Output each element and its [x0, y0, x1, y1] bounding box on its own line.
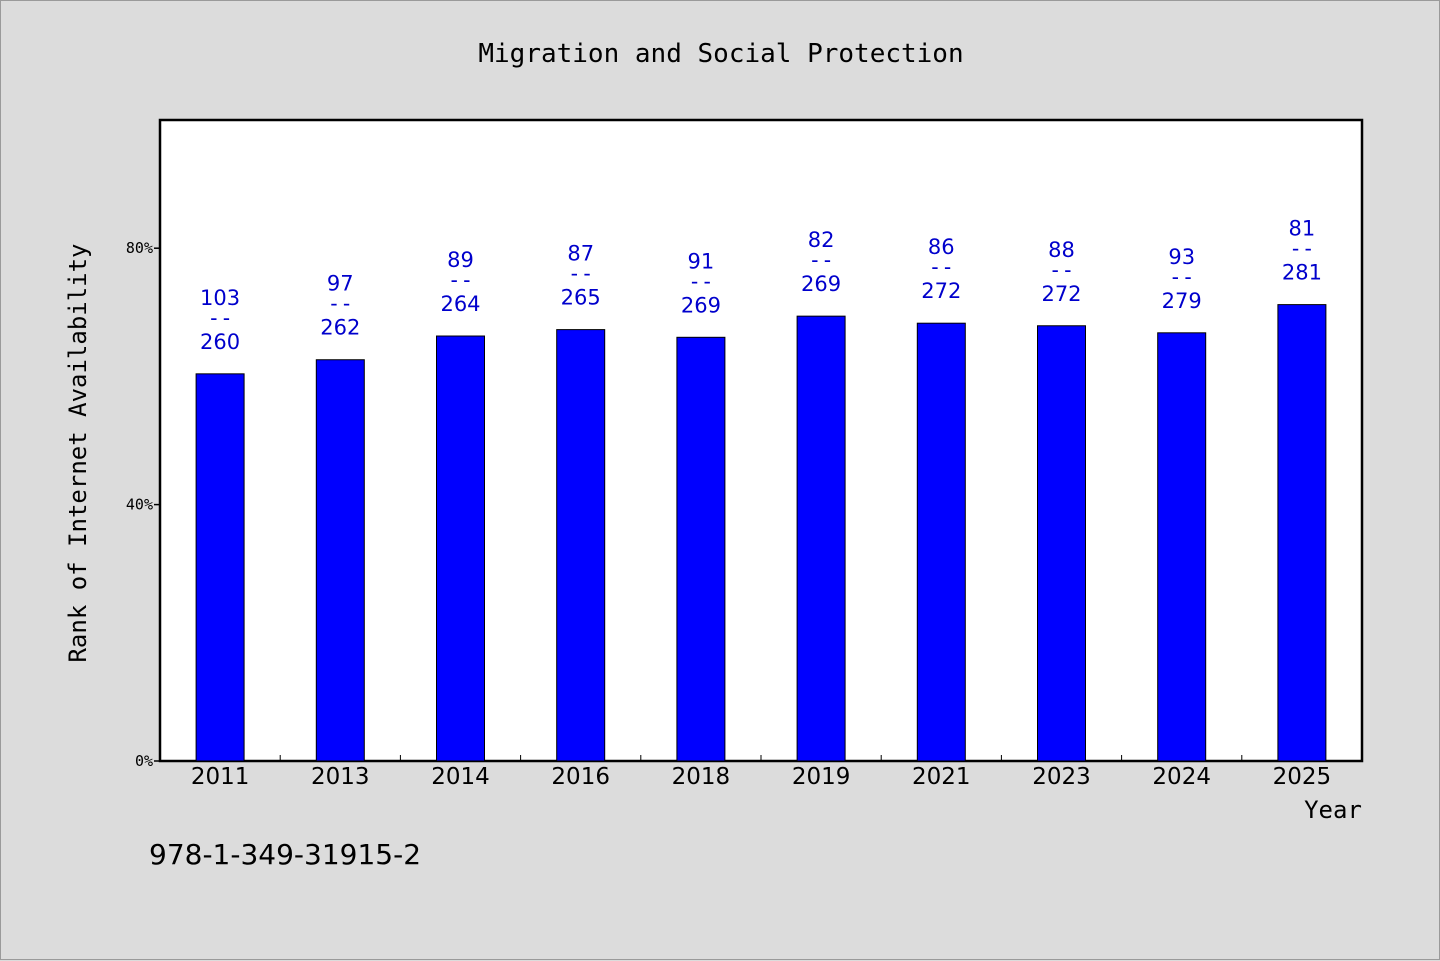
- bar-2013: [315, 359, 365, 762]
- bar-label-numerator: 86: [928, 235, 955, 259]
- bar-2016: [556, 329, 606, 762]
- bar-2023: [1037, 325, 1086, 762]
- bar-label-separator: --: [207, 306, 232, 330]
- x-tick-label: 2024: [1152, 764, 1211, 790]
- bar-2014: [436, 335, 485, 762]
- bar-series: [195, 304, 1327, 762]
- bar-label-separator: --: [1289, 237, 1314, 261]
- x-tick-label: 2019: [792, 764, 851, 790]
- y-axis-title: Rank of Internet Availability: [64, 243, 92, 662]
- bar-label-denominator: 264: [440, 292, 480, 316]
- x-tick-label: 2023: [1032, 764, 1091, 790]
- y-axis: 0% 40% 80%: [126, 239, 160, 770]
- bar-label-numerator: 88: [1048, 238, 1075, 262]
- bar-label-numerator: 91: [688, 249, 715, 273]
- bar-label-denominator: 269: [681, 293, 721, 317]
- y-tick-label: 80%: [126, 239, 153, 257]
- bar-label-numerator: 103: [200, 286, 240, 310]
- bar-label-separator: --: [1169, 265, 1194, 289]
- bar-2011: [195, 373, 245, 762]
- bar-label-denominator: 272: [921, 279, 961, 303]
- bar-label-separator: --: [1049, 258, 1074, 282]
- x-tick-label: 2011: [191, 764, 250, 790]
- x-tick-label: 2025: [1273, 764, 1332, 790]
- bar-2021: [916, 322, 966, 762]
- isbn-footer: 978-1-349-31915-2: [149, 838, 421, 871]
- x-tick-label: 2013: [311, 764, 370, 790]
- bar-label-denominator: 281: [1282, 261, 1322, 285]
- bar-label-denominator: 279: [1162, 289, 1202, 313]
- bar-label-denominator: 262: [320, 316, 360, 340]
- bar-label-numerator: 87: [567, 242, 594, 266]
- bar-label-numerator: 81: [1289, 217, 1316, 241]
- chart-title: Migration and Social Protection: [478, 39, 963, 69]
- bar-2019: [796, 315, 846, 762]
- bar-label-separator: --: [328, 292, 353, 316]
- bar-label-numerator: 82: [808, 228, 835, 252]
- bar-label-numerator: 93: [1168, 245, 1195, 269]
- bar-labels: 103--26097--26289--26487--26591--26982--…: [200, 217, 1322, 354]
- x-axis: 2011 2013 2014 2016 2018 2019 2021 2023 2024 2025: [191, 755, 1331, 790]
- x-axis-title: Year: [1304, 796, 1362, 824]
- x-tick-label: 2018: [672, 764, 731, 790]
- bar-2024: [1157, 332, 1207, 762]
- bar-label-numerator: 89: [447, 248, 474, 272]
- bar-2018: [676, 336, 726, 762]
- bar-label-denominator: 260: [200, 330, 240, 354]
- y-tick-label: 0%: [135, 752, 153, 770]
- bar-label-numerator: 97: [327, 272, 354, 296]
- bar-label-denominator: 265: [561, 286, 601, 310]
- bar-label-separator: --: [448, 268, 473, 292]
- bar-label-denominator: 269: [801, 272, 841, 296]
- bar-2025: [1277, 304, 1327, 762]
- bar-label-separator: --: [688, 269, 713, 293]
- bar-label-denominator: 272: [1041, 282, 1081, 306]
- x-tick-label: 2016: [551, 764, 610, 790]
- y-tick-label: 40%: [126, 496, 153, 514]
- bar-label-separator: --: [568, 262, 593, 286]
- bar-label-separator: --: [808, 248, 833, 272]
- x-tick-label: 2021: [912, 764, 971, 790]
- bar-label-separator: --: [929, 255, 954, 279]
- x-tick-label: 2014: [431, 764, 490, 790]
